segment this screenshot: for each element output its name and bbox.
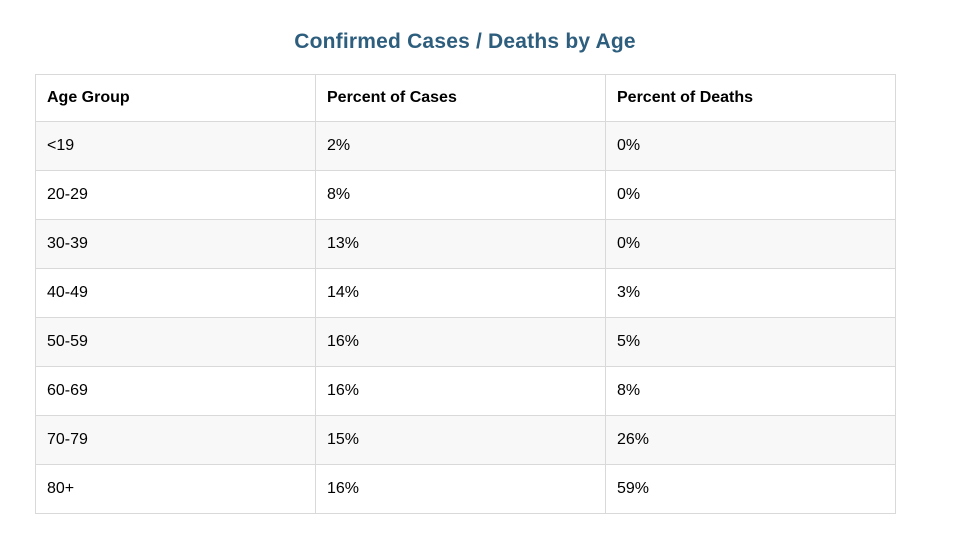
table-container: Confirmed Cases / Deaths by Age Age Grou… xyxy=(35,30,896,514)
column-header-percent-of-deaths: Percent of Deaths xyxy=(605,74,896,122)
cell-age-group: 60-69 xyxy=(35,366,316,416)
header-row: Age Group Percent of Cases Percent of De… xyxy=(35,74,896,122)
table-row: <19 2% 0% xyxy=(35,121,896,171)
column-header-age-group: Age Group xyxy=(35,74,316,122)
cell-age-group: 80+ xyxy=(35,464,316,514)
cell-pct-cases: 8% xyxy=(315,170,606,220)
cell-pct-deaths: 0% xyxy=(605,170,896,220)
cell-pct-deaths: 59% xyxy=(605,464,896,514)
cell-age-group: 40-49 xyxy=(35,268,316,318)
cell-pct-cases: 2% xyxy=(315,121,606,171)
cell-age-group: 70-79 xyxy=(35,415,316,465)
cell-age-group: 50-59 xyxy=(35,317,316,367)
column-header-percent-of-cases: Percent of Cases xyxy=(315,74,606,122)
cell-pct-cases: 16% xyxy=(315,317,606,367)
table-row: 40-49 14% 3% xyxy=(35,268,896,318)
cell-pct-cases: 16% xyxy=(315,366,606,416)
table-row: 50-59 16% 5% xyxy=(35,317,896,367)
page-title: Confirmed Cases / Deaths by Age xyxy=(294,30,636,53)
cell-age-group: 20-29 xyxy=(35,170,316,220)
table-row: 30-39 13% 0% xyxy=(35,219,896,269)
table-row: 70-79 15% 26% xyxy=(35,415,896,465)
cell-pct-deaths: 3% xyxy=(605,268,896,318)
cell-pct-deaths: 8% xyxy=(605,366,896,416)
cell-pct-cases: 13% xyxy=(315,219,606,269)
table-row: 80+ 16% 59% xyxy=(35,464,896,514)
cell-pct-cases: 15% xyxy=(315,415,606,465)
cases-deaths-by-age-table: Age Group Percent of Cases Percent of De… xyxy=(35,74,896,514)
table-body: <19 2% 0% 20-29 8% 0% 30-39 13% 0% 40-49… xyxy=(35,121,896,514)
table-header: Age Group Percent of Cases Percent of De… xyxy=(35,74,896,122)
cell-pct-deaths: 0% xyxy=(605,121,896,171)
cell-age-group: <19 xyxy=(35,121,316,171)
cell-pct-deaths: 5% xyxy=(605,317,896,367)
table-row: 20-29 8% 0% xyxy=(35,170,896,220)
cell-pct-cases: 14% xyxy=(315,268,606,318)
cell-age-group: 30-39 xyxy=(35,219,316,269)
cell-pct-cases: 16% xyxy=(315,464,606,514)
table-row: 60-69 16% 8% xyxy=(35,366,896,416)
cell-pct-deaths: 0% xyxy=(605,219,896,269)
cell-pct-deaths: 26% xyxy=(605,415,896,465)
